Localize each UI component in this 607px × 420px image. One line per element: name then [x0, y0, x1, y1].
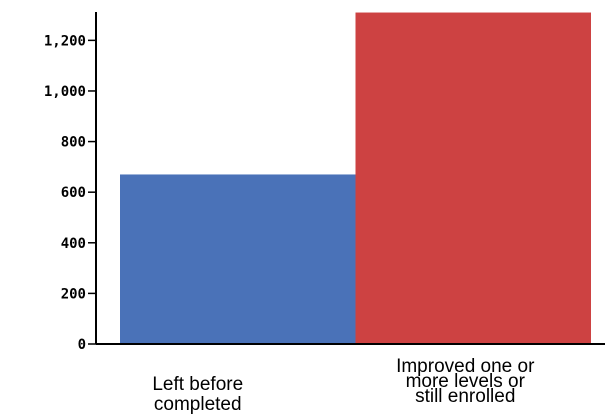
x-category-label-line: still enrolled: [415, 386, 515, 407]
x-category-label-line: more levels or: [406, 371, 526, 392]
bar-1: [120, 174, 356, 344]
y-tick-label: 1,000: [44, 84, 86, 100]
y-tick-label: 600: [61, 185, 86, 201]
y-tick-label: 0: [78, 337, 86, 353]
x-category-label-line: Left before: [152, 374, 243, 395]
bars-group: [120, 12, 591, 344]
x-category-label: Left before completed: [152, 374, 243, 415]
y-axis: 0 200 400 600 800 1,000 1,200: [44, 12, 97, 353]
x-category-label-line: completed: [154, 394, 242, 415]
y-tick-label: 200: [61, 286, 86, 302]
y-tick-label: 800: [61, 135, 86, 151]
x-category-label-line: Improved one or: [396, 356, 535, 377]
x-category-label: Improved one or more levels or still enrol…: [396, 356, 535, 407]
x-axis: Left before completed Improved one or more …: [96, 343, 605, 415]
y-tick-label: 400: [61, 236, 86, 252]
y-tick-label: 1,200: [44, 33, 86, 49]
bar-2: [355, 12, 591, 344]
